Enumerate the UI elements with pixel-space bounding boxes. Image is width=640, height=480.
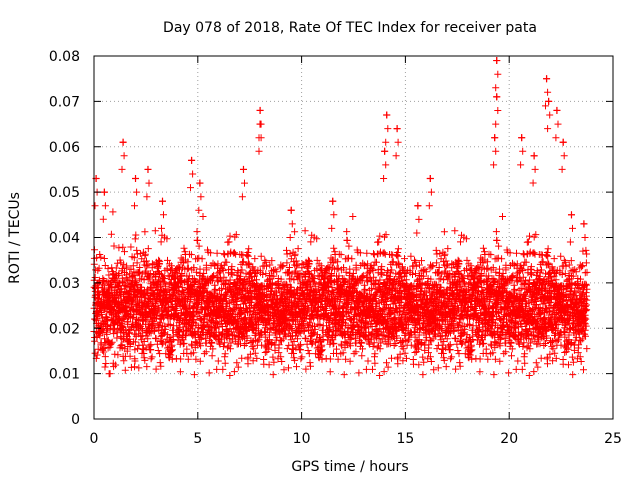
- roti-peak-point: [530, 152, 538, 160]
- x-tick-label: 15: [396, 431, 414, 447]
- roti-peak-point: [553, 106, 561, 114]
- roti-peak-point: [256, 120, 264, 128]
- data-points: [90, 57, 591, 379]
- roti-peak-point: [580, 220, 588, 228]
- roti-peak-point: [383, 111, 391, 119]
- roti-peak-point: [491, 134, 499, 142]
- x-tick-label: 20: [500, 431, 518, 447]
- y-axis-label: ROTI / TECUs: [7, 192, 23, 284]
- roti-peak-point: [144, 165, 152, 173]
- roti-peak-point: [559, 138, 567, 146]
- roti-peak-point: [493, 93, 501, 101]
- roti-peak-point: [287, 206, 295, 214]
- y-tick-label: 0.06: [49, 140, 80, 156]
- y-tick-label: 0: [71, 412, 80, 428]
- axis-ticks: 0 5 10 15 20 25 0 0.01 0.02 0.03 0.04 0.05 0.06 0.07 0…: [49, 49, 622, 447]
- roti-peak-point: [543, 75, 551, 83]
- roti-peak-point: [393, 125, 401, 133]
- roti-peak-point: [414, 202, 422, 210]
- roti-peak-point: [188, 156, 196, 164]
- roti-peak-point: [545, 97, 553, 105]
- roti-peak-point: [567, 211, 575, 219]
- y-tick-label: 0.02: [49, 321, 80, 337]
- x-tick-label: 25: [604, 431, 622, 447]
- roti-peak-point: [132, 175, 140, 183]
- roti-peak-point: [329, 197, 337, 205]
- roti-peak-point: [119, 138, 127, 146]
- x-tick-label: 10: [293, 431, 311, 447]
- roti-peak-point: [493, 57, 501, 65]
- y-tick-label: 0.03: [49, 276, 80, 292]
- chart-title: Day 078 of 2018, Rate Of TEC Index for r…: [163, 20, 537, 36]
- x-tick-label: 0: [90, 431, 99, 447]
- y-tick-label: 0.07: [49, 94, 80, 110]
- x-axis-label: GPS time / hours: [291, 459, 408, 475]
- roti-peak-point: [426, 175, 434, 183]
- roti-peak-point: [159, 197, 167, 205]
- roti-peak-point: [239, 165, 247, 173]
- x-tick-label: 5: [193, 431, 202, 447]
- y-tick-label: 0.01: [49, 367, 80, 383]
- y-tick-label: 0.08: [49, 49, 80, 65]
- roti-peak-point: [100, 188, 108, 196]
- y-tick-label: 0.04: [49, 231, 80, 247]
- y-tick-label: 0.05: [49, 185, 80, 201]
- roti-peak-point: [518, 134, 526, 142]
- roti-peak-point: [256, 106, 264, 114]
- roti-peak-point: [196, 179, 204, 187]
- roti-peak-point: [381, 147, 389, 155]
